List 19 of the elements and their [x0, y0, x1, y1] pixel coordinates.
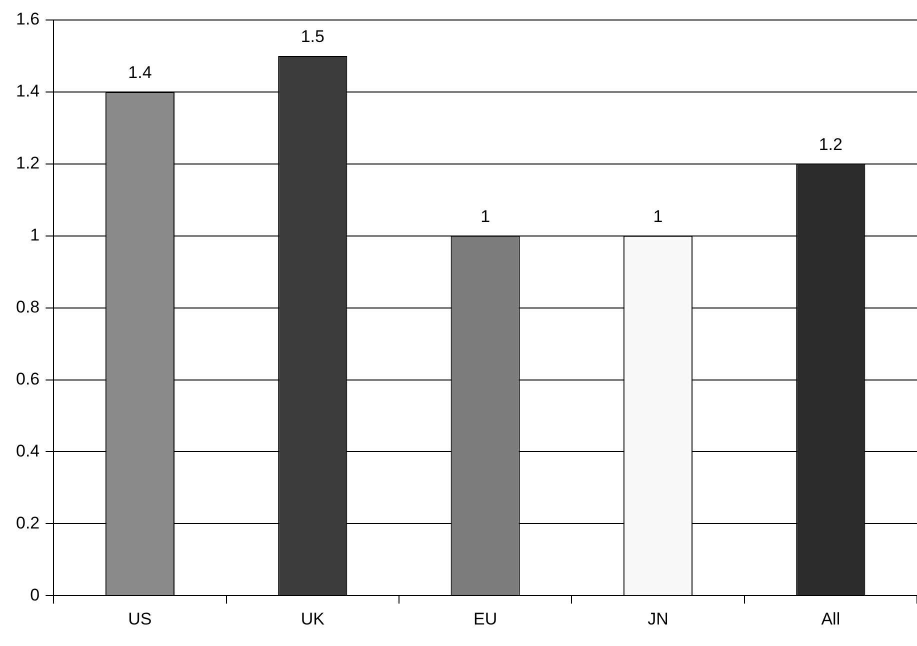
- x-tick-label: EU: [474, 609, 498, 628]
- data-label: 1.4: [128, 63, 152, 82]
- x-tick-label: All: [821, 609, 840, 628]
- x-tick-label: UK: [300, 609, 326, 628]
- y-tick-label: 0.4: [16, 441, 40, 460]
- y-tick-label: 1.6: [16, 10, 40, 29]
- data-label: 1.2: [818, 135, 842, 154]
- y-tick-label: 1.4: [16, 82, 40, 101]
- y-tick-label: 0.8: [16, 297, 40, 316]
- x-tick-label: US: [128, 609, 152, 628]
- y-tick-label: 1.2: [16, 154, 40, 173]
- data-label: 1: [653, 207, 663, 226]
- y-tick-label: 0.6: [16, 369, 40, 388]
- data-label: 1.5: [300, 27, 324, 46]
- x-tick-label: JN: [648, 609, 668, 628]
- y-tick-label: 0.2: [16, 513, 40, 532]
- y-tick-label: 1: [30, 226, 40, 245]
- data-label: 1: [480, 207, 490, 226]
- y-tick-label: 0: [30, 585, 40, 604]
